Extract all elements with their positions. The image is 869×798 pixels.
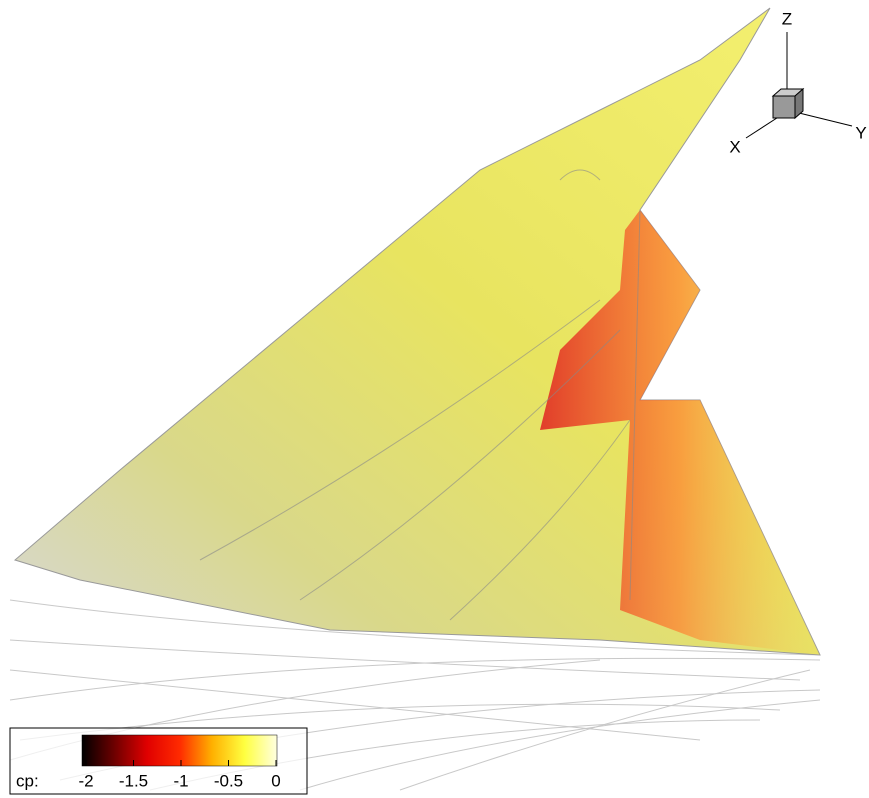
colorbar: cp: -2 -1.5 -1 -0.5 0: [10, 728, 307, 794]
y-axis-label: Y: [855, 123, 866, 142]
colorbar-label: cp:: [16, 771, 39, 790]
z-axis-label: Z: [782, 9, 792, 28]
visualization: Z Y X cp: -2 -1.5 -1 -0.5 0: [0, 0, 869, 798]
colorbar-tick-label: -0.5: [214, 771, 243, 790]
axis-triad: [746, 32, 852, 138]
colorbar-tick-label: 0: [271, 771, 280, 790]
colorbar-tick-label: -1: [173, 771, 188, 790]
colorbar-tick-label: -2: [78, 771, 93, 790]
colorbar-gradient: [82, 735, 277, 766]
x-axis-label: X: [729, 137, 740, 156]
colorbar-tick-label: -1.5: [119, 771, 148, 790]
